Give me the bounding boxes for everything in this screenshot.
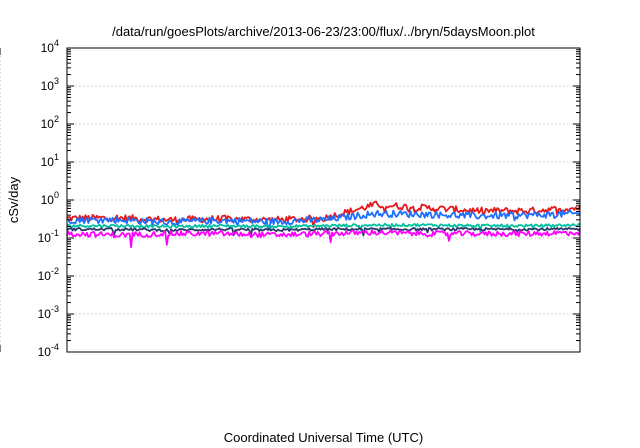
- y-tick-label-base: 10: [41, 79, 55, 93]
- y-tick-label: 103: [41, 76, 59, 93]
- y-tick-label-exponent: -4: [51, 342, 59, 352]
- y-tick-label: 100: [41, 190, 59, 207]
- y-tick-label: 102: [41, 114, 59, 131]
- y-tick-label-base: 10: [41, 117, 55, 131]
- chart-title: /data/run/goesPlots/archive/2013-06-23/2…: [112, 24, 535, 39]
- y-tick-label-exponent: 3: [54, 76, 59, 86]
- series-line: [66, 222, 581, 233]
- y-tick-label: 104: [41, 38, 59, 55]
- y-tick-label-exponent: -3: [51, 304, 59, 314]
- x-axis-label: Coordinated Universal Time (UTC): [224, 430, 423, 445]
- y-tick-label-base: 10: [38, 231, 52, 245]
- y-tick-label-exponent: 0: [54, 190, 59, 200]
- y-tick-label: 10-3: [38, 304, 59, 321]
- y-tick-label-base: 10: [41, 193, 55, 207]
- series-line: [66, 226, 581, 237]
- y-tick-label-base: 10: [41, 41, 55, 55]
- y-tick-label-base: 10: [41, 155, 55, 169]
- y-tick-label-exponent: 2: [54, 114, 59, 124]
- y-tick-label: 10-2: [38, 266, 59, 283]
- y-tick-label-base: 10: [38, 269, 52, 283]
- y-tick-label: 10-4: [38, 342, 59, 359]
- y-tick-label-exponent: 1: [54, 152, 59, 162]
- series-layer: [66, 200, 581, 249]
- y-tick-label: 10-1: [38, 228, 59, 245]
- y-tick-label: 101: [41, 152, 59, 169]
- y-tick-label-base: 10: [38, 345, 52, 359]
- y-axis-label: cSv/day: [6, 176, 21, 223]
- y-tick-label-exponent: -1: [51, 228, 59, 238]
- series-line: [66, 209, 581, 231]
- series-line: [66, 229, 581, 249]
- y-tick-label-exponent: -2: [51, 266, 59, 276]
- y-tick-label-exponent: 4: [54, 38, 59, 48]
- grid: [0, 48, 580, 352]
- y-tick-label-base: 10: [38, 307, 52, 321]
